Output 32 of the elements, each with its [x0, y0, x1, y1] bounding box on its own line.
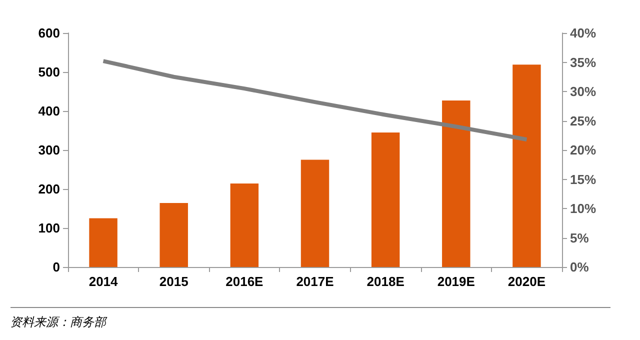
y2-tick-label: 15% — [570, 172, 596, 187]
bar — [512, 64, 541, 267]
x-tick-label: 2016E — [226, 274, 264, 289]
y-tick-label: 0 — [52, 260, 60, 274]
y2-tick-label: 0% — [570, 260, 590, 274]
line-series — [101, 59, 529, 142]
bar — [371, 132, 400, 267]
bar — [442, 100, 470, 267]
bar — [160, 203, 188, 267]
x-tick-label: 2017E — [296, 274, 334, 289]
x-tick-label: 2020E — [508, 274, 546, 289]
x-tick-label: 2014 — [88, 274, 119, 289]
y-tick-label: 100 — [38, 220, 60, 236]
y-tick-label: 300 — [38, 142, 60, 158]
bar — [89, 218, 118, 267]
text: 资料来源：商务部 — [10, 315, 108, 329]
y-tick-label: 500 — [38, 64, 60, 80]
bar — [230, 184, 259, 267]
y2-tick-label: 5% — [570, 230, 590, 246]
y-tick-label: 600 — [38, 26, 60, 40]
y2-tick-label: 30% — [570, 84, 596, 99]
y2-tick-label: 25% — [570, 113, 596, 128]
y2-tick-label: 10% — [570, 201, 596, 216]
x-tick-label: 2015 — [159, 274, 188, 289]
y-tick-label: 400 — [38, 104, 60, 118]
y-tick-label: 200 — [38, 182, 60, 196]
y2-tick-label: 35% — [570, 54, 596, 70]
x-tick-label: 2019E — [437, 274, 476, 289]
x-tick-label: 2018E — [366, 274, 405, 289]
bar — [300, 160, 330, 267]
y2-tick-label: 40% — [570, 26, 596, 40]
y2-tick-label: 20% — [570, 142, 596, 158]
